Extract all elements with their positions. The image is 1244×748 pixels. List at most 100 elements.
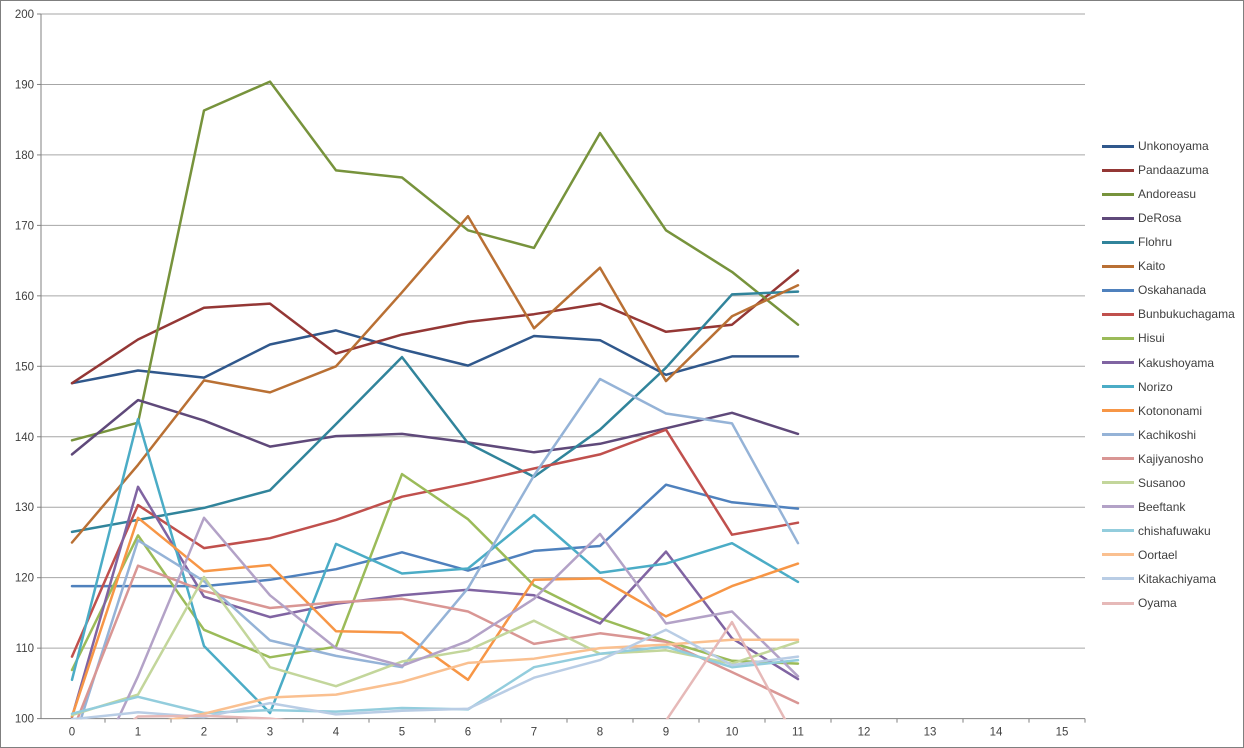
legend-line-swatch-icon xyxy=(1102,553,1134,557)
legend-line-swatch-icon xyxy=(1102,312,1134,316)
series-line-Kitakachiyama[interactable] xyxy=(70,628,800,720)
legend-label: Bunbukuchagama xyxy=(1138,307,1235,322)
legend-label: Kaito xyxy=(1138,259,1166,274)
x-axis-label: 0 xyxy=(69,727,75,739)
legend-item-Oyama[interactable]: Oyama xyxy=(1102,595,1177,611)
legend-label: Flohru xyxy=(1138,235,1173,250)
legend-label: Beeftank xyxy=(1138,499,1186,514)
y-axis-label: 160 xyxy=(15,291,34,303)
y-axis-label: 150 xyxy=(15,361,34,373)
x-axis-label: 3 xyxy=(267,727,273,739)
y-axis-label: 140 xyxy=(15,432,34,444)
x-axis-label: 8 xyxy=(597,727,603,739)
x-axis-label: 12 xyxy=(858,727,871,739)
legend-item-Kaito[interactable]: Kaito xyxy=(1102,258,1165,274)
legend-label: Kajiyanosho xyxy=(1138,451,1204,466)
y-axis-label: 120 xyxy=(15,573,34,585)
legend-line-swatch-icon xyxy=(1102,409,1134,413)
legend-line-swatch-icon xyxy=(1102,216,1134,220)
legend-line-swatch-icon xyxy=(1102,601,1134,605)
legend-item-Kakushoyama[interactable]: Kakushoyama xyxy=(1102,355,1214,371)
series-line-Norizo[interactable] xyxy=(70,417,800,715)
legend-item-Pandaazuma[interactable]: Pandaazuma xyxy=(1102,162,1209,178)
series-line-Beeftank[interactable] xyxy=(72,516,800,747)
legend-label: Pandaazuma xyxy=(1138,163,1209,178)
series-line-Andoreasu[interactable] xyxy=(70,80,800,442)
legend-line-swatch-icon xyxy=(1102,240,1134,244)
series-line-Flohru[interactable] xyxy=(70,290,800,534)
x-axis-label: 13 xyxy=(924,727,937,739)
x-axis-label: 14 xyxy=(990,727,1003,739)
y-axis-label: 110 xyxy=(16,643,34,655)
series-line-Kajiyanosho[interactable] xyxy=(72,564,800,733)
legend-item-Hisui[interactable]: Hisui xyxy=(1102,330,1165,346)
legend-item-Flohru[interactable]: Flohru xyxy=(1102,234,1172,250)
legend-label: Kotononami xyxy=(1138,403,1203,418)
y-axis-label: 100 xyxy=(15,714,34,726)
legend-item-DeRosa[interactable]: DeRosa xyxy=(1102,210,1181,226)
legend-label: Norizo xyxy=(1138,379,1173,394)
y-axis-label: 170 xyxy=(15,220,34,232)
x-axis-label: 5 xyxy=(399,727,405,739)
x-axis-label: 11 xyxy=(792,727,804,739)
y-axis-label: 130 xyxy=(15,502,34,514)
x-axis-label: 10 xyxy=(726,727,739,739)
legend-line-swatch-icon xyxy=(1102,264,1134,268)
legend-line-swatch-icon xyxy=(1102,144,1134,148)
x-axis-label: 2 xyxy=(201,727,207,739)
legend-line-swatch-icon xyxy=(1102,336,1134,340)
legend-line-swatch-icon xyxy=(1102,481,1134,485)
legend-item-Susanoo[interactable]: Susanoo xyxy=(1102,475,1185,491)
plot-area xyxy=(70,80,800,747)
legend-line-swatch-icon xyxy=(1102,168,1134,172)
x-axis-label: 9 xyxy=(663,727,669,739)
legend-item-Kachikoshi[interactable]: Kachikoshi xyxy=(1102,427,1196,443)
legend-line-swatch-icon xyxy=(1102,288,1134,292)
legend-item-Oortael[interactable]: Oortael xyxy=(1102,547,1177,563)
legend-item-chishafuwaku[interactable]: chishafuwaku xyxy=(1102,523,1211,539)
series-line-DeRosa[interactable] xyxy=(70,398,800,456)
x-axis-label: 7 xyxy=(531,727,537,739)
legend-item-Unkonoyama[interactable]: Unkonoyama xyxy=(1102,138,1209,154)
legend-label: Unkonoyama xyxy=(1138,139,1209,153)
legend-line-swatch-icon xyxy=(1102,529,1134,533)
legend-item-Kitakachiyama[interactable]: Kitakachiyama xyxy=(1102,571,1216,587)
series-line-Bunbukuchagama[interactable] xyxy=(70,428,800,658)
legend-label: Hisui xyxy=(1138,331,1165,346)
x-axis-label: 4 xyxy=(333,727,340,739)
legend-label: Oortael xyxy=(1138,547,1178,562)
legend-label: Kakushoyama xyxy=(1138,355,1215,370)
legend-label: chishafuwaku xyxy=(1138,523,1211,538)
series-line-Kachikoshi[interactable] xyxy=(72,377,800,747)
legend-line-swatch-icon xyxy=(1102,192,1134,196)
legend-label: Oskahanada xyxy=(1138,283,1207,298)
legend-label: Andoreasu xyxy=(1138,187,1197,202)
x-axis-label: 15 xyxy=(1056,727,1069,739)
legend-item-Kotononami[interactable]: Kotononami xyxy=(1102,403,1202,419)
legend-label: Kachikoshi xyxy=(1138,427,1197,442)
series-line-Kaito[interactable] xyxy=(70,214,800,544)
legend-line-swatch-icon xyxy=(1102,385,1134,388)
series-line-Kakushoyama[interactable] xyxy=(70,485,800,719)
legend-label: DeRosa xyxy=(1138,211,1182,226)
legend-item-Bunbukuchagama[interactable]: Bunbukuchagama xyxy=(1102,306,1235,322)
y-axis-label: 190 xyxy=(15,79,34,91)
legend-label: Oyama xyxy=(1138,596,1177,610)
legend-line-swatch-icon xyxy=(1102,457,1134,461)
legend-line-swatch-icon xyxy=(1102,361,1134,364)
x-axis-label: 1 xyxy=(135,727,141,739)
series-line-Oyama[interactable] xyxy=(72,620,798,747)
legend-item-Beeftank[interactable]: Beeftank xyxy=(1102,499,1185,515)
y-axis-label: 180 xyxy=(15,150,34,162)
legend-item-Norizo[interactable]: Norizo xyxy=(1102,379,1173,395)
y-axis-label: 200 xyxy=(15,9,34,21)
legend-line-swatch-icon xyxy=(1102,577,1134,581)
series-line-Susanoo[interactable] xyxy=(70,575,800,717)
series-line-Pandaazuma[interactable] xyxy=(70,269,800,385)
legend-line-swatch-icon xyxy=(1102,433,1134,437)
legend-item-Andoreasu[interactable]: Andoreasu xyxy=(1102,186,1196,202)
legend-item-Kajiyanosho[interactable]: Kajiyanosho xyxy=(1102,451,1203,467)
legend-item-Oskahanada[interactable]: Oskahanada xyxy=(1102,282,1206,298)
